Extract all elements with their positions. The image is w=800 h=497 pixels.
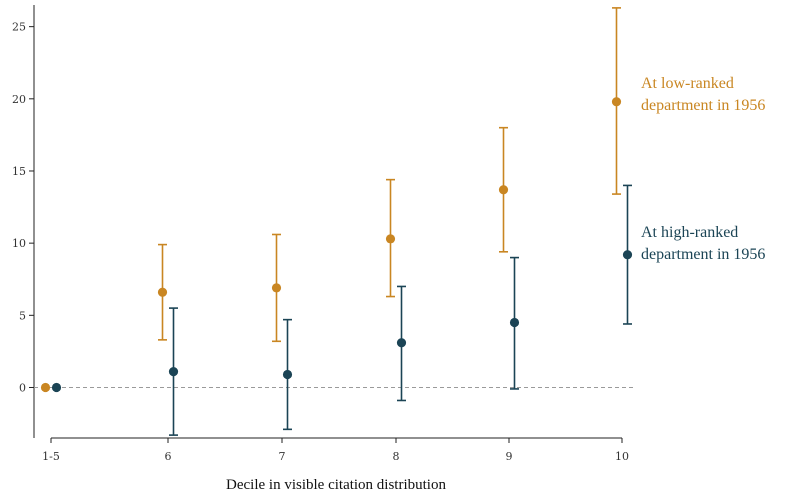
data-point	[611, 97, 622, 107]
x-tick-label: 1-5	[42, 450, 60, 463]
series-low-ranked	[40, 7, 622, 393]
y-tick-label: 25	[12, 21, 26, 34]
axes: 0 5 10 15 20 25 1-5 6 7 8 9 10 Decile in visible cit…	[12, 5, 634, 493]
series-label-high-ranked: At high-ranked department in 1956	[641, 224, 765, 263]
y-tick-label: 5	[19, 309, 26, 322]
series-layer	[40, 7, 633, 436]
data-point	[385, 234, 396, 244]
data-point	[168, 367, 179, 377]
data-point	[40, 382, 51, 393]
y-tick-label: 0	[19, 381, 26, 394]
series-label-line: department in 1956	[641, 97, 765, 114]
series-high-ranked	[51, 184, 633, 436]
data-point	[509, 317, 520, 328]
y-tick-label: 20	[12, 93, 26, 106]
data-point	[498, 185, 509, 195]
data-point	[622, 250, 633, 260]
x-tick-label: 10	[615, 450, 629, 463]
x-tick-label: 7	[279, 450, 286, 463]
series-label-line: At high-ranked	[641, 224, 738, 241]
series-label-line: department in 1956	[641, 246, 765, 263]
series-label-low-ranked: At low-ranked department in 1956	[641, 75, 765, 114]
x-tick-label: 6	[165, 450, 172, 463]
y-tick-label: 10	[12, 237, 26, 250]
data-point	[271, 283, 282, 293]
x-tick-label: 9	[506, 450, 513, 463]
data-point	[282, 369, 293, 380]
data-point	[51, 382, 62, 393]
x-tick-label: 8	[393, 450, 400, 463]
data-point	[157, 287, 168, 297]
data-point	[396, 338, 407, 348]
x-axis-title: Decile in visible citation distribution	[226, 477, 446, 493]
y-tick-label: 15	[12, 165, 26, 178]
series-label-line: At low-ranked	[641, 75, 734, 92]
